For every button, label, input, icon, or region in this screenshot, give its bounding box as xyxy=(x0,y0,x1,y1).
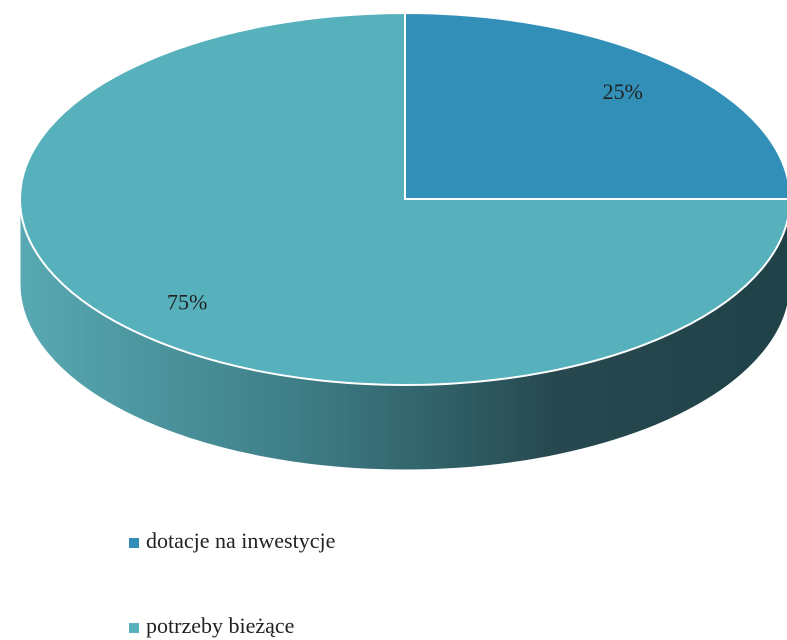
data-label: 25% xyxy=(603,79,643,104)
legend-label: dotacje na inwestycje xyxy=(146,528,335,553)
data-label: 75% xyxy=(167,289,207,314)
pie-slice xyxy=(404,11,787,200)
legend-label: potrzeby bieżące xyxy=(146,613,294,638)
pie-slice xyxy=(19,11,787,386)
legend-marker xyxy=(129,538,139,548)
legend-marker xyxy=(129,623,139,633)
